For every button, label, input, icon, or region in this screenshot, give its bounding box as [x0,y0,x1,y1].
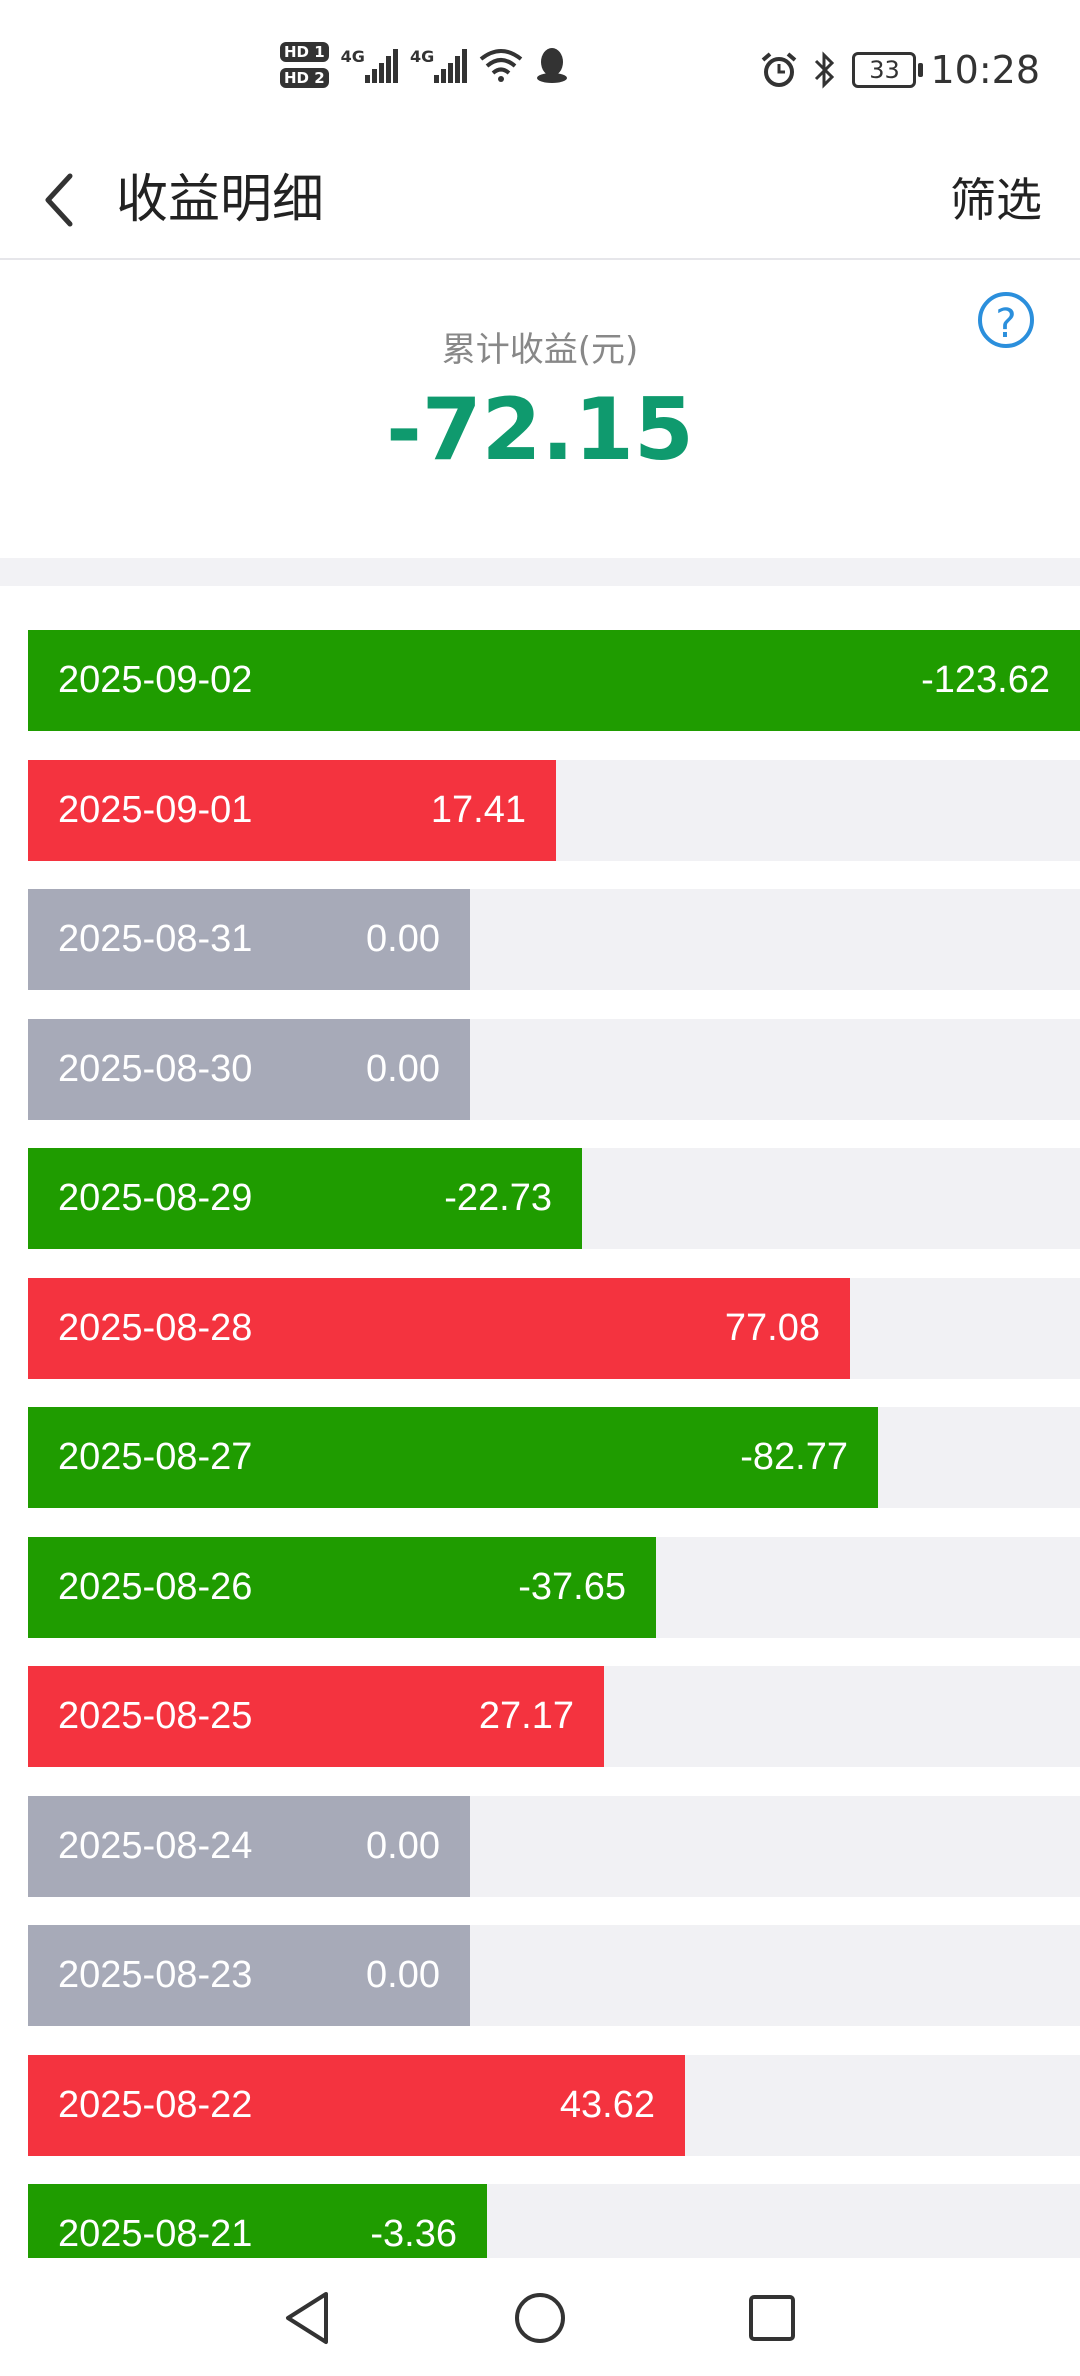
earnings-date: 2025-09-02 [58,659,253,701]
earnings-date: 2025-08-22 [58,2084,253,2126]
status-icons-left: HD 1 HD 2 4G 4G [280,42,569,88]
earnings-row[interactable]: 2025-08-29 -22.73 [28,1148,1080,1249]
earnings-amount: 43.62 [559,2084,655,2126]
hd-icon: HD 1 HD 2 [280,42,329,88]
earnings-row[interactable]: 2025-09-01 17.41 [28,760,1080,861]
earnings-date: 2025-08-26 [58,1566,253,1608]
earnings-date: 2025-08-25 [58,1695,253,1737]
earnings-date: 2025-08-28 [58,1307,253,1349]
earnings-bar: 2025-08-27 -82.77 [28,1407,878,1508]
back-arrow-icon[interactable] [36,162,86,238]
earnings-row[interactable]: 2025-08-24 0.00 [28,1796,1080,1897]
earnings-bar: 2025-09-02 -123.62 [28,630,1080,731]
earnings-bar: 2025-08-24 0.00 [28,1796,470,1897]
clock: 10:28 [930,48,1040,92]
earnings-amount: 0.00 [366,1825,440,1867]
earnings-row[interactable]: 2025-08-23 0.00 [28,1925,1080,2026]
earnings-date: 2025-08-27 [58,1436,253,1478]
earnings-row[interactable]: 2025-08-27 -82.77 [28,1407,1080,1508]
earnings-amount: -22.73 [444,1177,552,1219]
earnings-row[interactable]: 2025-08-21 -3.36 [28,2184,1080,2258]
earnings-summary: ? 累计收益(元) -72.15 [0,260,1080,558]
navigation-bar [0,2258,1080,2376]
earnings-date: 2025-08-31 [58,918,253,960]
signal-4g-icon: 4G [410,47,468,83]
earnings-row[interactable]: 2025-08-26 -37.65 [28,1537,1080,1638]
earnings-row[interactable]: 2025-08-30 0.00 [28,1019,1080,1120]
earnings-date: 2025-08-23 [58,1954,253,1996]
earnings-amount: -37.65 [518,1566,626,1608]
cumulative-earnings-value: -72.15 [386,380,694,480]
earnings-bar: 2025-08-22 43.62 [28,2055,685,2156]
earnings-amount: 27.17 [478,1695,574,1737]
cumulative-earnings-label: 累计收益(元) [441,330,639,370]
app-header: 收益明细 筛选 [0,140,1080,260]
nav-home-icon[interactable] [508,2286,572,2350]
earnings-amount: 0.00 [366,1954,440,1996]
earnings-bar: 2025-08-23 0.00 [28,1925,470,2026]
battery-icon: 33 [852,52,924,88]
qq-icon [537,48,568,83]
earnings-bar: 2025-08-29 -22.73 [28,1148,582,1249]
earnings-row[interactable]: 2025-08-22 43.62 [28,2055,1080,2156]
earnings-date: 2025-08-24 [58,1825,253,1867]
help-icon[interactable]: ? [978,292,1034,348]
wifi-icon [479,49,523,82]
page-title: 收益明细 [116,170,325,230]
nav-recents-icon[interactable] [740,2286,804,2350]
earnings-list[interactable]: 2025-09-02 -123.62 2025-09-01 17.41 2025-08-… [28,630,1080,2258]
bluetooth-icon [815,51,835,89]
filter-button[interactable]: 筛选 [950,173,1042,227]
earnings-amount: -123.62 [921,659,1050,701]
earnings-amount: 0.00 [366,1048,440,1090]
earnings-row[interactable]: 2025-08-25 27.17 [28,1666,1080,1767]
earnings-row[interactable]: 2025-08-28 77.08 [28,1278,1080,1379]
earnings-amount: -82.77 [740,1436,848,1478]
earnings-amount: 17.41 [430,789,526,831]
alarm-icon [762,52,797,87]
earnings-date: 2025-09-01 [58,789,253,831]
earnings-amount: -3.36 [370,2213,457,2255]
earnings-bar: 2025-08-21 -3.36 [28,2184,487,2258]
earnings-date: 2025-08-30 [58,1048,253,1090]
status-icons-right: 33 10:28 [760,48,1040,92]
earnings-amount: 0.00 [366,918,440,960]
earnings-date: 2025-08-21 [58,2213,253,2255]
earnings-row[interactable]: 2025-08-31 0.00 [28,889,1080,990]
earnings-bar: 2025-09-01 17.41 [28,760,556,861]
earnings-row[interactable]: 2025-09-02 -123.62 [28,630,1080,731]
earnings-bar: 2025-08-28 77.08 [28,1278,850,1379]
earnings-amount: 77.08 [724,1307,820,1349]
nav-back-icon[interactable] [276,2286,340,2350]
earnings-bar: 2025-08-25 27.17 [28,1666,604,1767]
earnings-bar: 2025-08-31 0.00 [28,889,470,990]
status-bar: HD 1 HD 2 4G 4G 33 10:28 [0,0,1080,140]
section-divider [0,558,1080,586]
signal-4g-icon: 4G [341,47,398,83]
earnings-bar: 2025-08-30 0.00 [28,1019,470,1120]
earnings-bar: 2025-08-26 -37.65 [28,1537,656,1638]
earnings-date: 2025-08-29 [58,1177,253,1219]
